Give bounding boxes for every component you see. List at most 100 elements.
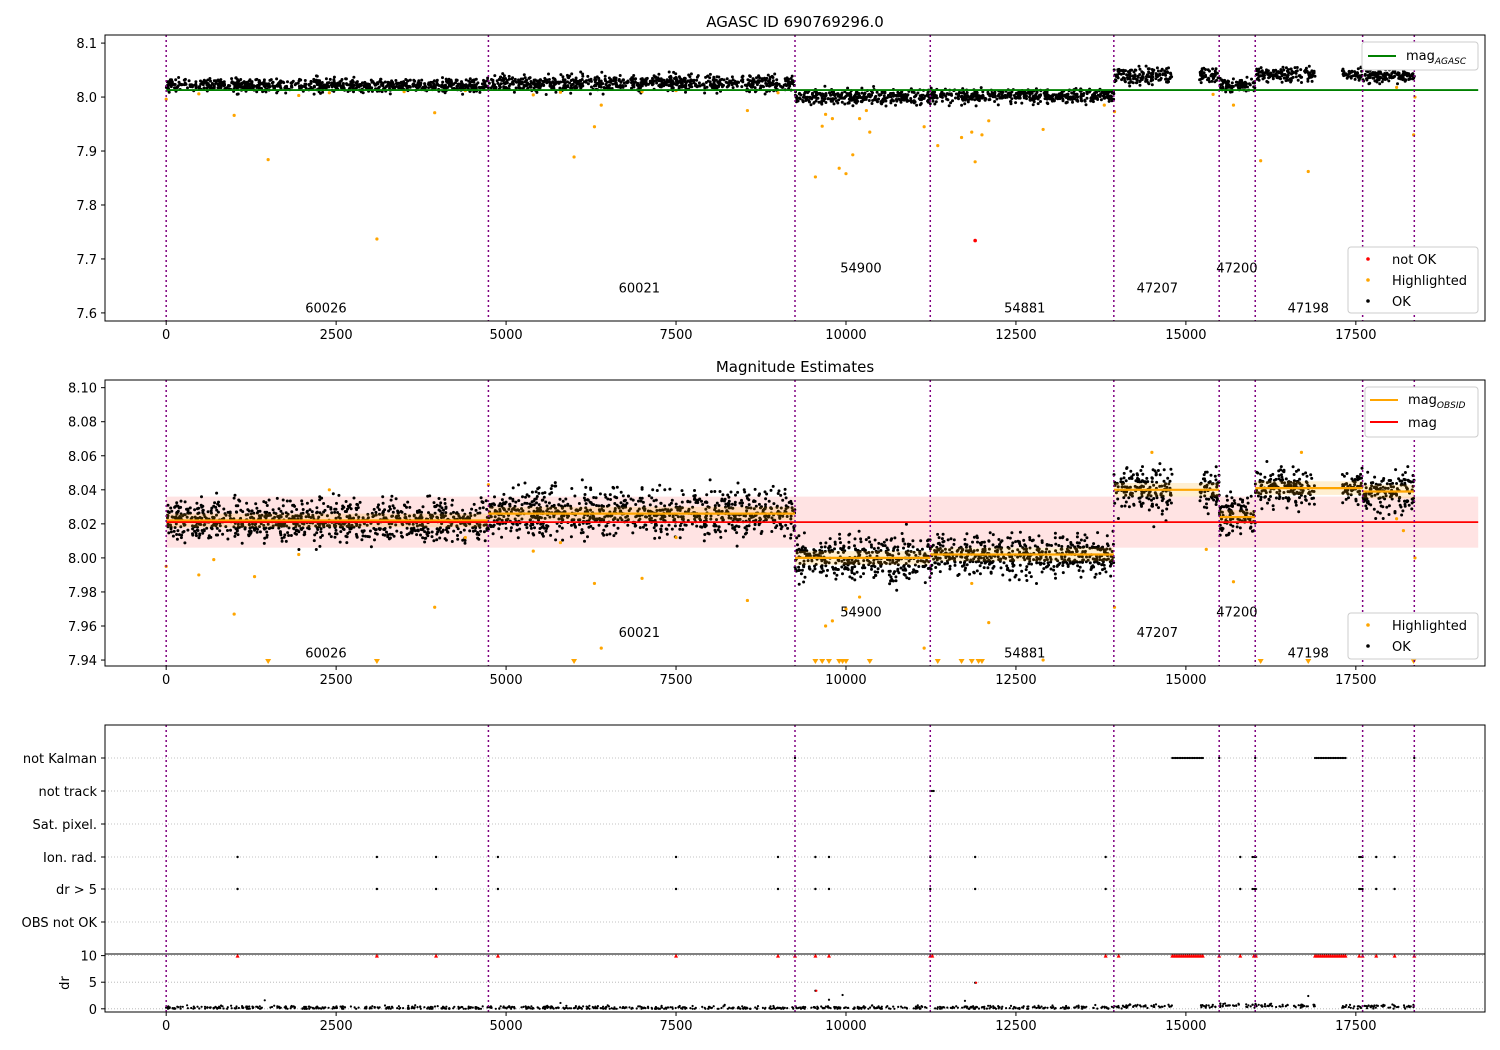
ok-point — [219, 84, 223, 88]
ok-point — [515, 528, 519, 532]
ok-point — [889, 95, 893, 99]
ok-point — [382, 86, 386, 90]
ok-point — [898, 93, 902, 97]
ok-point — [201, 531, 205, 535]
ok-point — [530, 500, 534, 504]
ok-point — [826, 97, 830, 101]
ok-point — [719, 535, 723, 539]
ok-point — [789, 536, 793, 540]
ok-point — [718, 530, 722, 534]
ok-point — [560, 526, 564, 530]
highlighted-point — [572, 155, 576, 159]
ok-point — [444, 86, 448, 90]
ok-point — [547, 501, 551, 505]
ok-point — [1289, 67, 1293, 71]
agasc-xtick-label: 2500 — [320, 328, 353, 343]
ok-point — [1075, 92, 1079, 96]
agasc-panel: AGASC ID 690769296.0 6002660021549005488… — [76, 13, 1486, 343]
ok-point — [479, 496, 483, 500]
ok-point — [232, 496, 236, 500]
ok-point — [555, 529, 559, 533]
ok-point — [940, 99, 944, 103]
ok-point — [410, 527, 414, 531]
ok-point — [468, 529, 472, 533]
ok-point — [479, 529, 483, 533]
ok-point — [279, 509, 283, 513]
ok-point — [235, 527, 239, 531]
ok-point — [743, 490, 747, 494]
ok-point — [250, 84, 254, 88]
ok-point — [703, 523, 707, 527]
ok-point — [692, 494, 696, 498]
ok-point — [1255, 77, 1259, 81]
ok-point — [322, 510, 326, 514]
ok-point — [651, 488, 655, 492]
ok-point — [1039, 100, 1042, 103]
ok-point — [736, 481, 740, 485]
ok-point — [1114, 79, 1118, 83]
ok-point — [570, 523, 573, 527]
ok-point — [287, 534, 291, 537]
ok-point — [1201, 74, 1205, 78]
ok-point — [779, 493, 783, 497]
ok-point — [760, 77, 764, 81]
ok-point — [877, 93, 881, 97]
ok-point — [285, 499, 289, 503]
ok-point — [714, 524, 718, 528]
ok-point — [1039, 93, 1043, 97]
ok-point — [586, 535, 589, 539]
ok-point — [671, 80, 675, 84]
ok-point — [236, 78, 239, 81]
ok-point — [193, 508, 197, 512]
ok-point — [437, 508, 441, 512]
ok-point — [757, 523, 761, 527]
ok-point — [451, 498, 454, 502]
ok-point — [631, 531, 635, 535]
ok-point — [1290, 72, 1293, 76]
highlighted-point — [830, 117, 834, 121]
highlighted-point — [266, 158, 270, 162]
ok-point — [903, 93, 907, 96]
ok-point — [686, 79, 690, 83]
ok-point — [975, 94, 979, 98]
ok-point — [970, 92, 974, 96]
ok-point — [706, 74, 710, 78]
ok-point — [183, 500, 187, 504]
ok-point — [1010, 97, 1014, 101]
ok-point — [541, 532, 544, 536]
ok-point — [529, 80, 533, 83]
ok-point — [933, 102, 937, 106]
ok-point — [508, 502, 512, 506]
ok-point — [491, 532, 495, 536]
ok-point — [568, 81, 572, 85]
ok-point — [236, 533, 240, 537]
ok-point — [227, 84, 230, 87]
ok-point — [322, 86, 326, 90]
ok-point — [524, 495, 527, 499]
ok-point — [799, 93, 803, 97]
ok-point — [523, 501, 527, 505]
ok-point — [444, 83, 447, 87]
ok-point — [667, 84, 671, 87]
ok-point — [798, 97, 802, 101]
ok-point — [518, 80, 521, 84]
ok-point — [383, 533, 387, 537]
ok-point — [586, 74, 590, 78]
ok-point — [1279, 68, 1283, 72]
ok-point — [1004, 95, 1008, 99]
ok-point — [1243, 80, 1247, 84]
ok-point — [918, 103, 922, 107]
ok-point — [1356, 67, 1360, 71]
ok-point — [1116, 68, 1120, 72]
ok-point — [1033, 94, 1037, 97]
ok-point — [337, 493, 341, 497]
ok-point — [289, 85, 293, 89]
ok-point — [217, 500, 220, 504]
ok-point — [824, 93, 828, 97]
ok-point — [730, 75, 734, 79]
ok-point — [1109, 94, 1113, 98]
ok-point — [498, 85, 502, 89]
ok-point — [909, 99, 913, 103]
ok-point — [621, 84, 624, 88]
agasc-legend-bottom: not OK Highlighted OK — [1347, 246, 1479, 314]
